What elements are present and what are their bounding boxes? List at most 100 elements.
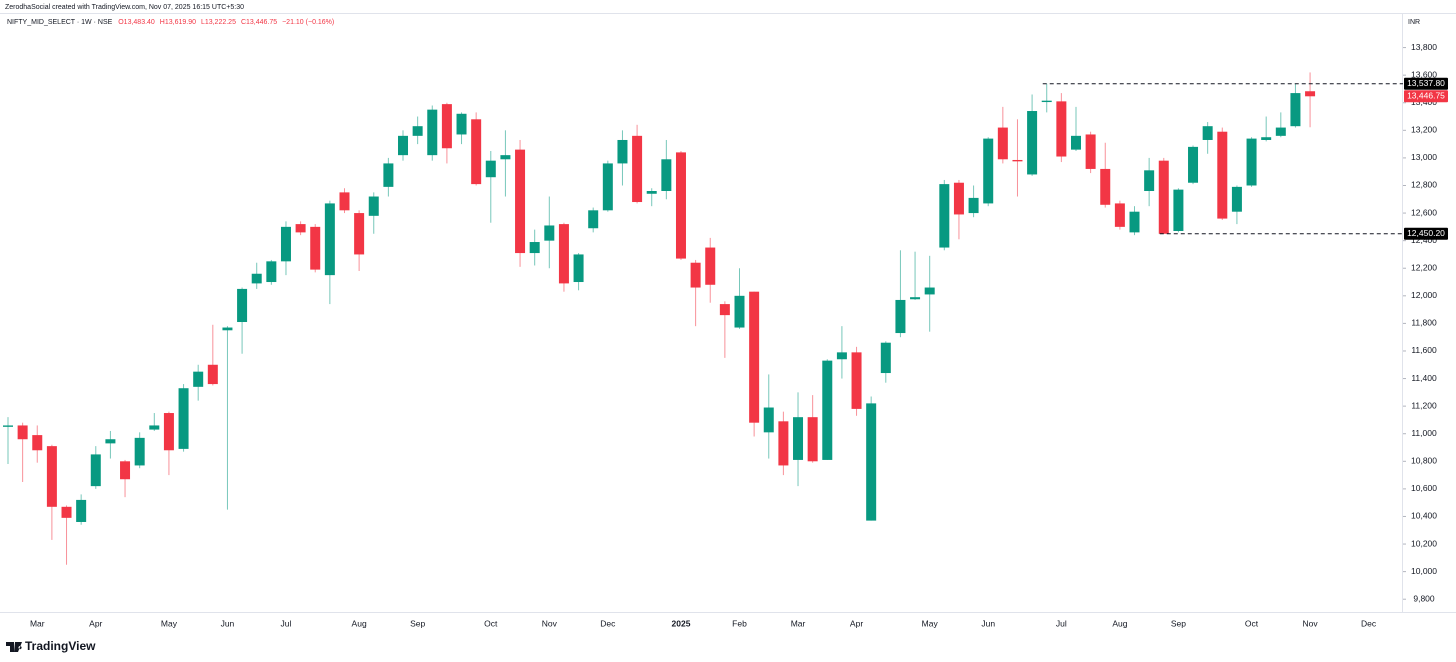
candle-body: [1158, 160, 1169, 234]
symbol: NIFTY_MID_SELECT · 1W · NSE: [7, 19, 113, 26]
candle-body: [295, 224, 306, 233]
y-tick-label: 12,800: [1411, 180, 1437, 190]
candle-body: [558, 224, 569, 284]
currency: INR: [1408, 19, 1420, 26]
candle-body: [924, 287, 935, 295]
candle-body: [617, 139, 628, 164]
x-tick-label: Mar: [791, 618, 806, 628]
candle-body: [32, 435, 43, 451]
logo-icon: [6, 642, 22, 652]
candle-body: [822, 360, 833, 460]
y-tick-label: 11,000: [1411, 428, 1437, 438]
candle-body: [1173, 189, 1184, 231]
candle-body: [105, 439, 116, 444]
candle-body: [807, 417, 818, 462]
candle-body: [3, 425, 13, 427]
candle-body: [441, 104, 452, 149]
price-label-box: [1404, 227, 1448, 240]
candle-body: [1056, 101, 1067, 157]
y-tick-label: 10,400: [1411, 511, 1437, 521]
candle-body: [178, 388, 189, 449]
candle-body: [324, 203, 335, 276]
x-tick-label: Jun: [981, 618, 995, 628]
candle-body: [544, 225, 555, 241]
candle-body: [836, 352, 847, 360]
candle-body: [1217, 131, 1228, 219]
x-tick-label: Sep: [410, 618, 425, 628]
x-tick-label: Apr: [89, 618, 102, 628]
y-tick-label: 10,200: [1411, 538, 1437, 548]
candle-body: [968, 197, 979, 214]
y-tick-label: 13,600: [1411, 69, 1437, 79]
candle-body: [280, 226, 291, 262]
price-label-box: [1404, 77, 1448, 90]
candle-body: [427, 109, 438, 156]
candle-body: [1144, 170, 1155, 192]
x-tick-label: Nov: [1303, 618, 1319, 628]
y-tick-label: 11,800: [1411, 318, 1437, 328]
candle-body: [1246, 138, 1257, 186]
candle-body: [134, 437, 145, 466]
candle-body: [515, 149, 526, 254]
y-tick-label: 11,200: [1411, 400, 1437, 410]
candle-body: [646, 191, 657, 194]
candle-body: [749, 291, 760, 423]
candle-body: [61, 506, 72, 518]
x-tick-label: Aug: [1112, 618, 1127, 628]
candle-body: [251, 273, 262, 284]
candle-body: [90, 454, 101, 487]
candle-body: [953, 182, 964, 215]
candle-body: [1261, 137, 1272, 140]
candle-body: [383, 163, 394, 187]
candle-body: [573, 254, 584, 283]
candle-body: [368, 196, 379, 216]
candle-body: [266, 261, 277, 283]
candle-body: [207, 364, 218, 385]
last-price-label: 13,446.75: [1407, 91, 1445, 101]
candle-body: [529, 242, 540, 254]
candle-body: [1275, 127, 1286, 136]
candle-body: [793, 417, 804, 460]
credit: ZerodhaSocial created with TradingView.c…: [5, 4, 244, 11]
candle-body: [763, 407, 774, 433]
candle-body: [602, 163, 613, 211]
candle-body: [1012, 159, 1023, 162]
candle-body: [719, 304, 730, 316]
candle-body: [456, 113, 467, 135]
y-tick-label: 12,400: [1411, 235, 1437, 245]
logo: TradingView: [6, 639, 96, 653]
price-label: 13,537.80: [1407, 78, 1445, 88]
y-tick-label: 12,600: [1411, 207, 1437, 217]
high: H13,619.90: [160, 19, 196, 26]
candle-body: [632, 135, 643, 203]
y-tick-label: 10,600: [1411, 483, 1437, 493]
y-tick-label: 13,200: [1411, 125, 1437, 135]
y-tick-label: 11,400: [1411, 373, 1437, 383]
candle-body: [705, 247, 716, 285]
candle-body: [1305, 91, 1316, 97]
close: C13,446.75: [241, 19, 277, 26]
y-tick-label: 9,800: [1413, 593, 1435, 603]
x-tick-label: Oct: [1245, 618, 1259, 628]
x-tick-label: Mar: [30, 618, 45, 628]
candle-body: [193, 371, 204, 387]
candle-body: [222, 327, 233, 331]
candle-body: [588, 210, 599, 229]
candle-body: [1202, 126, 1213, 140]
candle-body: [997, 127, 1008, 160]
x-tick-label: Jun: [221, 618, 235, 628]
x-tick-label: Nov: [542, 618, 558, 628]
change: −21.10 (−0.16%): [282, 19, 334, 26]
candle-body: [1027, 111, 1038, 175]
candle-body: [661, 159, 672, 192]
candle-body: [983, 138, 994, 204]
x-tick-label: Jul: [281, 618, 292, 628]
open: O13,483.40: [118, 19, 155, 26]
candle-body: [46, 446, 57, 507]
candle-body: [17, 425, 28, 440]
x-tick-label: Jul: [1056, 618, 1067, 628]
last-price-box: [1404, 90, 1448, 103]
candle-body: [1041, 100, 1052, 103]
